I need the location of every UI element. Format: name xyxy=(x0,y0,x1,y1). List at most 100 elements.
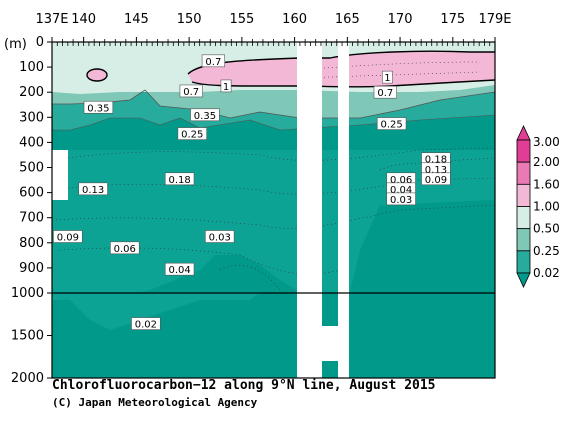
y-tick-label: 0 xyxy=(36,35,44,50)
contour-label-text: 0.03 xyxy=(209,233,231,244)
contour-label: 0.02 xyxy=(131,317,161,331)
contour-label: 0.13 xyxy=(78,182,108,196)
y-tick-label: 400 xyxy=(19,135,44,150)
contour-label-box xyxy=(83,100,114,114)
x-tick-label: 155 xyxy=(229,12,254,27)
contour-label: 0.03 xyxy=(205,230,235,244)
contour-label-box xyxy=(220,79,232,93)
contour-label-text: 0.7 xyxy=(183,87,199,98)
colorbar: 3.00 2.00 1.60 1.00 0.50 0.25 0.02 xyxy=(516,125,560,288)
contour-labels: 0.70.7 0.7110.350.350.250.250.180.130.090… xyxy=(53,54,451,331)
colorbar-level-label: 2.00 xyxy=(533,155,560,169)
missing-data-gap-deep xyxy=(320,326,338,361)
y-tick-label: 300 xyxy=(19,110,44,125)
missing-data-west xyxy=(52,150,68,200)
contour-label: 0.06 xyxy=(386,172,416,186)
colorbar-level-label: 1.60 xyxy=(533,177,560,191)
y-tick-label: 600 xyxy=(19,186,44,201)
contour-label-box xyxy=(373,85,397,99)
contour-label-box xyxy=(179,84,203,98)
contour-label-box xyxy=(110,241,140,255)
contour-label-text: 0.06 xyxy=(114,244,136,255)
contour-label: 0.25 xyxy=(376,117,407,131)
station-ticks xyxy=(56,42,491,46)
y-tick-label: 900 xyxy=(19,261,44,276)
contour-label-text: 0.13 xyxy=(82,185,104,196)
y-unit-label: (m) xyxy=(4,37,27,52)
contour-label: 0.09 xyxy=(421,172,451,186)
contour-label-text: 0.06 xyxy=(390,175,412,186)
colorbar-top-arrow xyxy=(516,125,531,141)
contour-label: 0.06 xyxy=(110,241,140,255)
contour-label-box xyxy=(421,172,451,186)
x-tick-label: 170 xyxy=(388,12,413,27)
contour-label-box xyxy=(201,54,225,68)
x-tick-label: 140 xyxy=(71,12,96,27)
x-tick-label: 137E xyxy=(35,12,68,27)
contour-label: 0.7 xyxy=(201,54,225,68)
band-below-1000-west xyxy=(52,292,260,330)
colorbar-segment xyxy=(516,250,531,274)
contour-label-box xyxy=(78,182,108,196)
colorbar-level-label: 0.50 xyxy=(533,222,560,236)
y-tick-label: 200 xyxy=(19,85,44,100)
x-tick-label: 175 xyxy=(440,12,465,27)
contour-label-text: 0.25 xyxy=(181,130,203,141)
colorbar-segment xyxy=(516,228,531,252)
band-0.02-0.25-lower xyxy=(52,150,495,300)
missing-data-column-164E xyxy=(338,42,349,378)
contour-label-text: 0.7 xyxy=(377,88,393,99)
contour-label: 0.7 xyxy=(179,84,203,98)
contour-label-text: 0.7 xyxy=(205,57,221,68)
contour-label-text: 0.09 xyxy=(57,233,79,244)
contour-label-box xyxy=(131,317,161,330)
contour-1-west xyxy=(86,68,108,82)
contour-label-box xyxy=(386,192,416,206)
contour-label: 0.13 xyxy=(421,162,451,176)
chart-credit: (C) Japan Meteorological Agency xyxy=(52,396,258,409)
y-tick-label: 100 xyxy=(19,60,44,75)
contour-label: 0.35 xyxy=(190,108,220,122)
colorbar-level-label: 3.00 xyxy=(533,135,560,149)
x-tick-label: 179E xyxy=(478,12,511,27)
missing-data-column-160E xyxy=(297,42,320,378)
contour-label: 1 xyxy=(220,79,232,93)
colorbar-bottom-arrow xyxy=(516,272,531,288)
y-tick-label: 500 xyxy=(19,161,44,176)
contour-label: 0.09 xyxy=(53,230,83,244)
y-tick-label: 1500 xyxy=(11,329,44,344)
contour-label-box xyxy=(382,70,393,84)
contour-label-box xyxy=(164,262,195,276)
x-tick-label: 160 xyxy=(282,12,307,27)
x-tick-label: 145 xyxy=(124,12,149,27)
x-tick-label: 165 xyxy=(335,12,360,27)
colorbar-level-label: 0.02 xyxy=(533,266,560,280)
band-1.60-west-patch xyxy=(87,69,107,81)
contour-label-text: 0.18 xyxy=(168,175,190,186)
contour-label-text: 0.35 xyxy=(194,111,216,122)
contour-label-text: 0.25 xyxy=(381,120,403,131)
contour-label: 0.03 xyxy=(386,192,416,206)
contour-label-box xyxy=(190,108,220,122)
contour-label: 0.04 xyxy=(164,262,195,276)
contour-label-text: 1 xyxy=(223,82,229,93)
colorbar-segment xyxy=(516,206,531,230)
y-axis: (m) 0 100 200 300 400 500 600 700 800 900 1000 1500 2… xyxy=(4,35,52,386)
contour-label-box xyxy=(376,117,407,130)
contour-label-text: 0.04 xyxy=(390,185,412,196)
colorbar-segment xyxy=(516,139,531,163)
contour-label-text: 0.09 xyxy=(425,175,447,186)
colorbar-level-label: 1.00 xyxy=(533,200,560,214)
y-tick-label: 700 xyxy=(19,211,44,226)
y-tick-label: 2000 xyxy=(11,371,44,386)
chart-title: Chlorofluorocarbon−12 along 9°N line, Au… xyxy=(52,378,436,393)
missing-data-divider xyxy=(320,42,322,378)
contour-label: 0.18 xyxy=(164,172,195,186)
colorbar-level-label: 0.25 xyxy=(533,244,560,258)
contour-label-text: 1 xyxy=(384,73,390,84)
contour-label-box xyxy=(53,230,83,243)
x-axis: 137E 140 145 150 155 160 165 170 175 179E xyxy=(35,12,512,42)
contour-label-text: 0.04 xyxy=(168,265,190,276)
contour-label: 0.7 xyxy=(373,85,397,99)
